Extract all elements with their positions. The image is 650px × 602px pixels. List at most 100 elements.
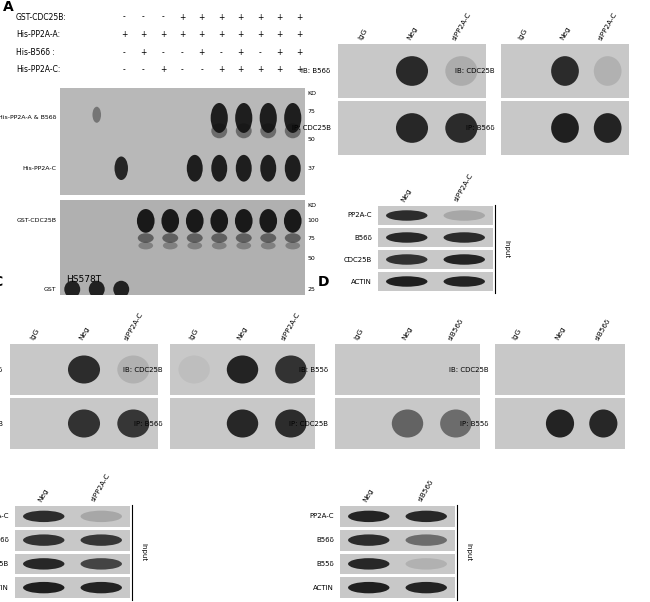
Text: ACTIN: ACTIN xyxy=(352,279,372,285)
Text: IB: B56δ: IB: B56δ xyxy=(0,367,3,373)
Text: GST: GST xyxy=(44,287,57,292)
Ellipse shape xyxy=(113,281,129,298)
Text: 75: 75 xyxy=(307,235,315,241)
Ellipse shape xyxy=(235,209,253,233)
Text: Neg: Neg xyxy=(236,326,249,341)
Text: 50: 50 xyxy=(307,137,315,142)
Text: IgG: IgG xyxy=(357,27,369,41)
Ellipse shape xyxy=(138,233,153,243)
Text: Neg: Neg xyxy=(406,25,418,41)
Ellipse shape xyxy=(236,155,252,182)
Ellipse shape xyxy=(92,107,101,123)
Ellipse shape xyxy=(443,254,485,265)
Ellipse shape xyxy=(138,242,153,249)
Ellipse shape xyxy=(236,123,252,138)
Text: CDC25B: CDC25B xyxy=(344,256,372,262)
Text: IgG: IgG xyxy=(188,327,200,341)
Ellipse shape xyxy=(443,210,485,221)
Ellipse shape xyxy=(551,113,579,143)
Ellipse shape xyxy=(396,113,428,143)
Ellipse shape xyxy=(396,56,428,86)
Ellipse shape xyxy=(64,281,80,298)
Ellipse shape xyxy=(386,254,428,265)
Ellipse shape xyxy=(235,103,252,133)
Text: +: + xyxy=(257,13,263,22)
Text: D: D xyxy=(318,275,329,288)
Text: +: + xyxy=(140,30,147,39)
Ellipse shape xyxy=(348,535,389,546)
Ellipse shape xyxy=(117,409,150,438)
Text: -: - xyxy=(142,65,145,74)
Ellipse shape xyxy=(445,113,477,143)
Text: +: + xyxy=(296,30,302,39)
Text: KD: KD xyxy=(307,92,317,96)
Text: +: + xyxy=(276,30,283,39)
Text: IgG: IgG xyxy=(517,27,528,41)
Text: IB: CDC25B: IB: CDC25B xyxy=(449,367,489,373)
Ellipse shape xyxy=(386,210,428,221)
Text: siB56δ: siB56δ xyxy=(595,317,612,341)
Text: +: + xyxy=(237,13,244,22)
Text: +: + xyxy=(199,30,205,39)
Text: ACTIN: ACTIN xyxy=(313,585,334,591)
Text: +: + xyxy=(257,30,263,39)
Text: Input: Input xyxy=(465,544,471,562)
Text: PP2A-C: PP2A-C xyxy=(0,514,9,520)
Text: +: + xyxy=(140,48,147,57)
Text: +: + xyxy=(237,65,244,74)
Text: +: + xyxy=(276,65,283,74)
Text: +: + xyxy=(237,30,244,39)
Ellipse shape xyxy=(406,558,447,569)
Ellipse shape xyxy=(259,209,277,233)
Text: 37: 37 xyxy=(307,166,315,171)
Text: IB: CDC25B: IB: CDC25B xyxy=(455,68,495,74)
Text: +: + xyxy=(276,48,283,57)
Ellipse shape xyxy=(81,535,122,546)
Text: 50: 50 xyxy=(307,256,315,261)
Text: +: + xyxy=(179,30,185,39)
Ellipse shape xyxy=(162,233,178,243)
Ellipse shape xyxy=(348,582,389,594)
Ellipse shape xyxy=(211,123,227,138)
Ellipse shape xyxy=(81,558,122,569)
Ellipse shape xyxy=(392,409,423,438)
Text: IP: B56δ: IP: B56δ xyxy=(134,421,162,426)
Ellipse shape xyxy=(260,155,276,182)
Text: PP2A-C: PP2A-C xyxy=(348,213,372,219)
Text: -: - xyxy=(161,13,164,22)
Text: IgG: IgG xyxy=(354,327,365,341)
Text: -: - xyxy=(142,13,145,22)
Text: siPP2A-C: siPP2A-C xyxy=(451,11,472,41)
Ellipse shape xyxy=(23,510,64,522)
Text: 25: 25 xyxy=(307,287,315,292)
Text: -: - xyxy=(123,13,125,22)
Ellipse shape xyxy=(211,209,228,233)
Ellipse shape xyxy=(81,582,122,594)
Text: +: + xyxy=(199,48,205,57)
Ellipse shape xyxy=(187,233,203,243)
Text: His-PP2A-C:: His-PP2A-C: xyxy=(16,65,60,74)
Text: Neg: Neg xyxy=(363,488,375,503)
Text: B56δ: B56δ xyxy=(0,537,9,543)
Ellipse shape xyxy=(236,233,252,243)
Text: IP: B56δ: IP: B56δ xyxy=(466,125,495,131)
Text: Neg: Neg xyxy=(400,187,413,203)
Ellipse shape xyxy=(445,56,477,86)
Ellipse shape xyxy=(211,233,227,243)
Text: B56δ: B56δ xyxy=(354,235,372,241)
Ellipse shape xyxy=(284,103,302,133)
Text: HS578T: HS578T xyxy=(66,275,101,284)
Text: siPP2A-C: siPP2A-C xyxy=(597,11,618,41)
Text: Input: Input xyxy=(503,240,509,258)
Ellipse shape xyxy=(386,232,428,243)
Ellipse shape xyxy=(81,510,122,522)
Text: siPP2A-C: siPP2A-C xyxy=(454,173,474,203)
Ellipse shape xyxy=(68,409,100,438)
Text: +: + xyxy=(218,65,224,74)
Text: -: - xyxy=(181,48,184,57)
Ellipse shape xyxy=(260,123,276,138)
Text: +: + xyxy=(199,13,205,22)
Ellipse shape xyxy=(212,242,227,249)
Ellipse shape xyxy=(551,56,579,86)
Text: B55δ: B55δ xyxy=(317,561,334,567)
